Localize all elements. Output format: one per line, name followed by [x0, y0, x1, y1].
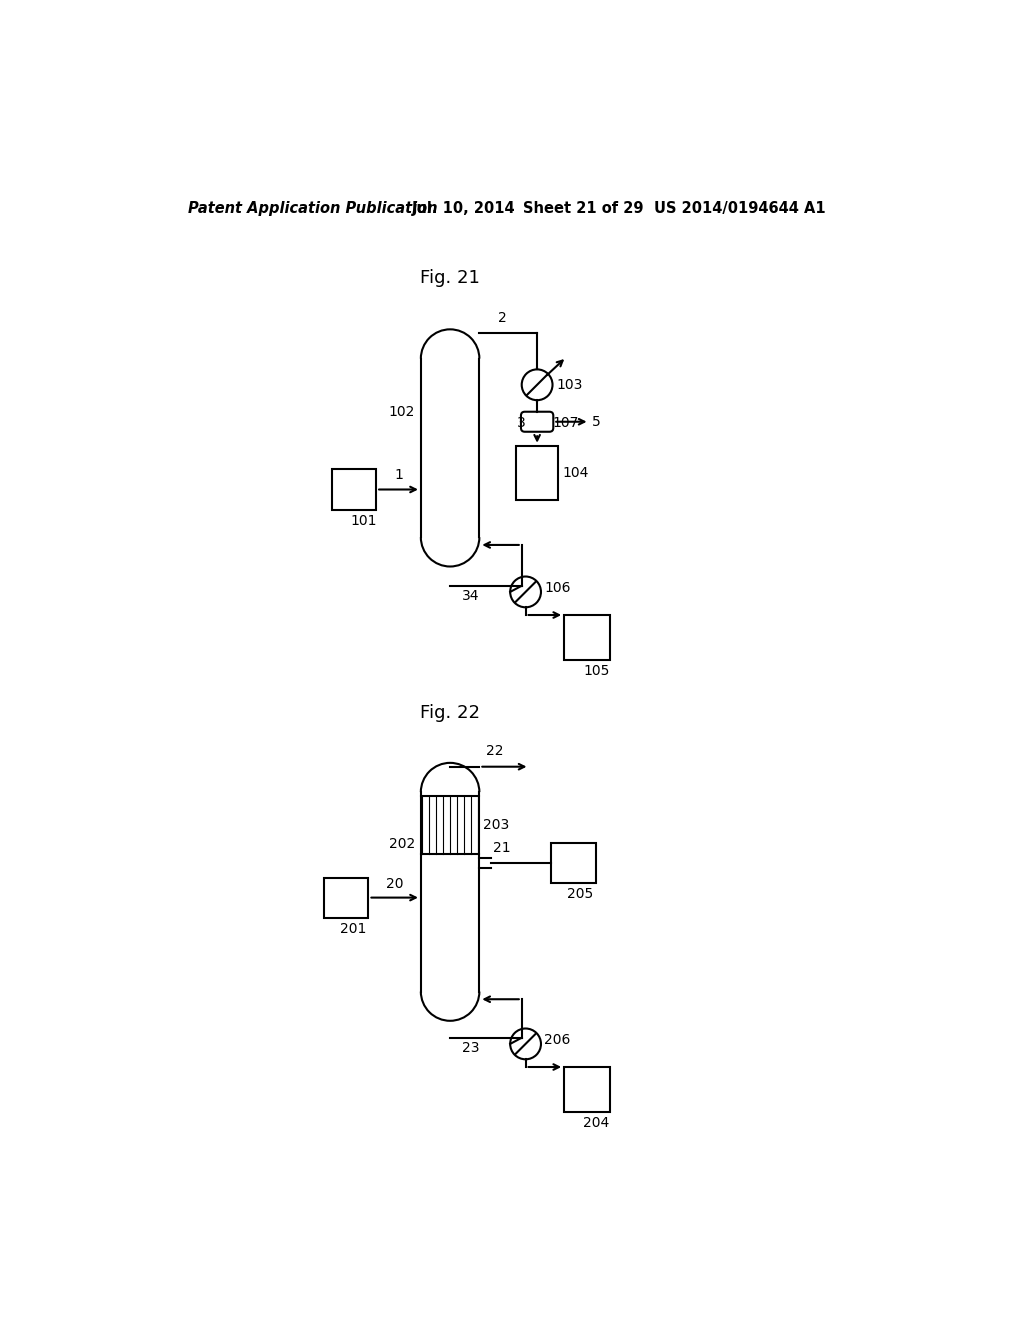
Bar: [332, 470, 376, 510]
Text: Patent Application Publication: Patent Application Publication: [188, 201, 438, 216]
Text: US 2014/0194644 A1: US 2014/0194644 A1: [654, 201, 825, 216]
Bar: [564, 1067, 610, 1111]
Bar: [516, 446, 558, 499]
Text: 23: 23: [462, 1040, 479, 1055]
Text: 3: 3: [517, 416, 526, 430]
Text: 22: 22: [486, 744, 504, 758]
Bar: [324, 878, 369, 917]
Text: 34: 34: [462, 589, 479, 603]
Text: 101: 101: [350, 513, 377, 528]
Text: Fig. 21: Fig. 21: [420, 269, 480, 286]
Text: 106: 106: [544, 581, 570, 595]
Text: 102: 102: [388, 405, 415, 420]
Text: 201: 201: [340, 921, 367, 936]
Text: 5: 5: [592, 414, 600, 429]
Text: 103: 103: [556, 378, 583, 392]
Text: 107: 107: [553, 416, 579, 430]
Text: 105: 105: [584, 664, 609, 678]
Text: Fig. 22: Fig. 22: [420, 704, 480, 722]
Bar: [551, 843, 596, 883]
Text: 205: 205: [567, 887, 593, 902]
Text: 202: 202: [388, 837, 415, 850]
Bar: [564, 615, 610, 660]
Text: 1: 1: [394, 469, 403, 483]
Text: 21: 21: [494, 841, 511, 855]
Text: 204: 204: [584, 1117, 609, 1130]
Text: 2: 2: [498, 312, 507, 326]
Text: 20: 20: [386, 876, 403, 891]
Text: Sheet 21 of 29: Sheet 21 of 29: [523, 201, 644, 216]
Text: Jul. 10, 2014: Jul. 10, 2014: [412, 201, 515, 216]
Text: 104: 104: [562, 466, 589, 479]
Text: 203: 203: [483, 818, 510, 832]
Text: 206: 206: [544, 1034, 570, 1047]
